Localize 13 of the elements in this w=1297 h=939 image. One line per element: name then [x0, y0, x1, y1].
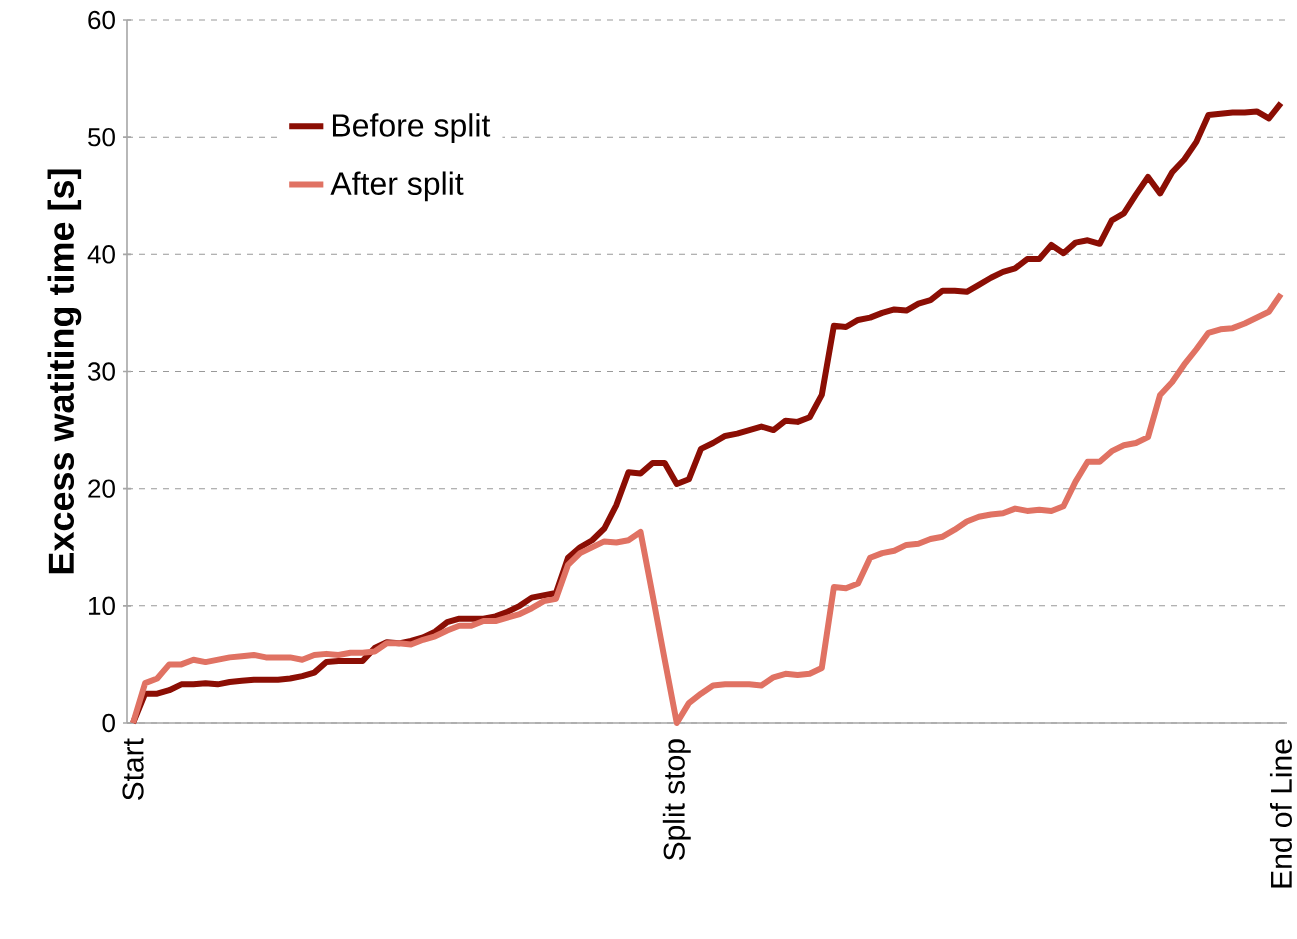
y-tick-label: 30 — [88, 362, 115, 381]
y-tick-label: 10 — [88, 596, 115, 616]
y-tick-label: 40 — [87, 245, 115, 264]
x-tick-label: Start — [122, 738, 144, 801]
y-tick-label: 60 — [88, 10, 115, 30]
y-axis-title: Excess watiting time [s] — [47, 169, 82, 574]
legend-label: Before split — [332, 113, 491, 144]
x-tick-label: End of Line — [1269, 739, 1292, 888]
x-tick-label: Split stop — [662, 739, 691, 861]
y-tick-label: 0 — [102, 713, 115, 733]
legend-label: After split — [330, 171, 464, 202]
y-tick-label: 50 — [88, 127, 115, 147]
y-tick-label: 20 — [88, 479, 115, 498]
